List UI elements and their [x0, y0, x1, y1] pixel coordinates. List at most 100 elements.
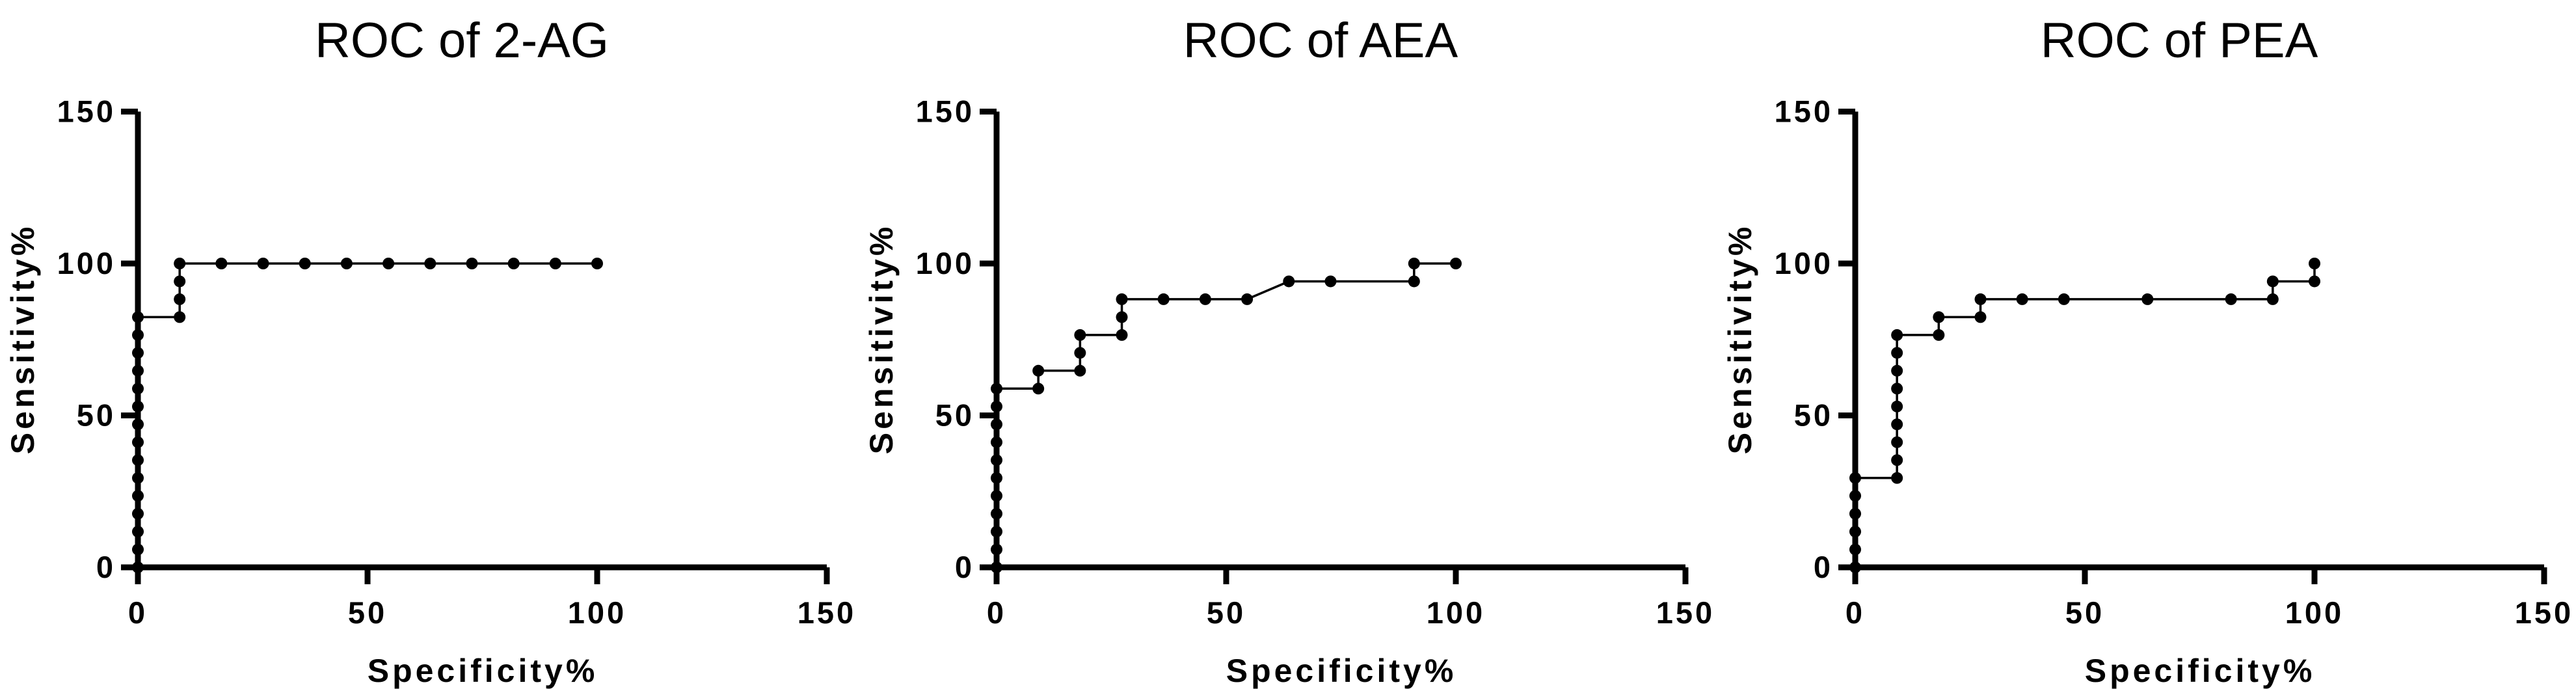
x-tick-label: 100: [568, 595, 626, 630]
data-point: [424, 258, 436, 269]
data-point: [2309, 258, 2320, 269]
data-point: [1849, 472, 1861, 484]
data-point: [1157, 293, 1170, 305]
x-tick-label: 0: [987, 595, 1006, 630]
data-point: [466, 258, 478, 269]
plot-area: 0 50 100 150 0 50 100 150: [1775, 94, 2573, 630]
data-point: [299, 258, 311, 269]
data-point: [1849, 526, 1861, 538]
data-point: [382, 258, 395, 269]
data-point: [991, 543, 1002, 556]
data-point: [1849, 561, 1861, 573]
data-point: [1891, 472, 1903, 484]
y-tick-label: 100: [1775, 246, 1833, 280]
data-point: [132, 436, 144, 448]
data-point: [132, 329, 144, 341]
data-point: [1891, 329, 1903, 341]
data-point: [340, 258, 353, 269]
data-point: [1283, 275, 1295, 288]
data-point: [1974, 311, 1987, 323]
data-point: [1891, 400, 1903, 412]
data-point: [1974, 293, 1987, 305]
roc-panel-2ag: 0 50 100 150 0 50 100 150 ROC of 2-AG Specifici…: [0, 0, 859, 689]
roc-plot-pea: 0 50 100 150 0 50 100 150 ROC of PEA Specificit…: [1722, 13, 2573, 689]
data-point: [991, 400, 1002, 412]
y-tick-label: 100: [57, 246, 116, 280]
data-point: [991, 418, 1002, 431]
data-point: [132, 490, 144, 502]
data-point: [1849, 490, 1861, 502]
data-point: [1450, 258, 1462, 269]
x-tick-label: 0: [1845, 595, 1865, 630]
data-point: [991, 454, 1002, 466]
data-point: [132, 364, 144, 377]
data-point: [132, 507, 144, 520]
data-point: [1074, 329, 1086, 341]
data-point: [991, 436, 1002, 448]
data-point: [215, 258, 228, 269]
data-point: [991, 490, 1002, 502]
data-point: [2225, 293, 2237, 305]
y-tick-label: 0: [955, 550, 974, 584]
data-point: [174, 275, 186, 288]
data-point: [1891, 383, 1903, 395]
data-point: [1116, 293, 1128, 305]
data-point: [132, 400, 144, 412]
y-axis-label: Sensitivity%: [1722, 224, 1758, 455]
data-point: [1891, 364, 1903, 377]
data-point: [1324, 275, 1337, 288]
data-point: [174, 258, 186, 269]
data-point: [1408, 275, 1420, 288]
y-tick-label: 100: [916, 246, 974, 280]
data-point: [132, 418, 144, 431]
roc-panel-aea: 0 50 100 150 0 50 100 150 ROC of AEA Specificit…: [859, 0, 1717, 689]
x-tick-label: 150: [798, 595, 856, 630]
x-axis-label: Specificity%: [2085, 653, 2316, 689]
y-tick-label: 150: [916, 94, 974, 129]
y-tick-label: 0: [1814, 550, 1833, 584]
data-point: [1074, 347, 1086, 359]
data-point: [1891, 454, 1903, 466]
data-point: [991, 526, 1002, 538]
data-point: [132, 472, 144, 484]
x-axis-label: Specificity%: [1226, 653, 1457, 689]
data-point: [1891, 347, 1903, 359]
x-tick-label: 150: [2515, 595, 2573, 630]
data-point: [1849, 543, 1861, 556]
chart-title: ROC of PEA: [2041, 13, 2318, 68]
data-point: [991, 472, 1002, 484]
data-point: [132, 311, 144, 323]
data-point: [1891, 418, 1903, 431]
y-tick-label: 150: [57, 94, 116, 129]
data-point: [1933, 329, 1945, 341]
data-point: [991, 383, 1002, 395]
x-tick-label: 100: [2285, 595, 2344, 630]
data-point: [991, 507, 1002, 520]
x-tick-label: 50: [348, 595, 387, 630]
data-point: [2266, 275, 2279, 288]
data-point: [1116, 311, 1128, 323]
data-point: [2266, 293, 2279, 305]
x-tick-label: 150: [1656, 595, 1715, 630]
chart-title: ROC of 2-AG: [315, 13, 609, 68]
chart-title: ROC of AEA: [1183, 13, 1458, 68]
data-point: [1032, 383, 1045, 395]
data-point: [1116, 329, 1128, 341]
data-point: [2058, 293, 2070, 305]
y-tick-label: 150: [1775, 94, 1833, 129]
data-point: [507, 258, 520, 269]
data-point: [991, 561, 1002, 573]
data-point: [1891, 436, 1903, 448]
y-tick-label: 50: [1794, 398, 1833, 433]
roc-curve: [995, 262, 1456, 567]
data-point: [1241, 293, 1254, 305]
y-axis-label: Sensitivity%: [863, 224, 900, 455]
data-point: [549, 258, 561, 269]
data-point: [1074, 364, 1086, 377]
data-point: [591, 258, 603, 269]
data-point: [1408, 258, 1420, 269]
x-axis-label: Specificity%: [368, 653, 598, 689]
y-tick-label: 50: [77, 398, 116, 433]
x-tick-label: 50: [1207, 595, 1246, 630]
